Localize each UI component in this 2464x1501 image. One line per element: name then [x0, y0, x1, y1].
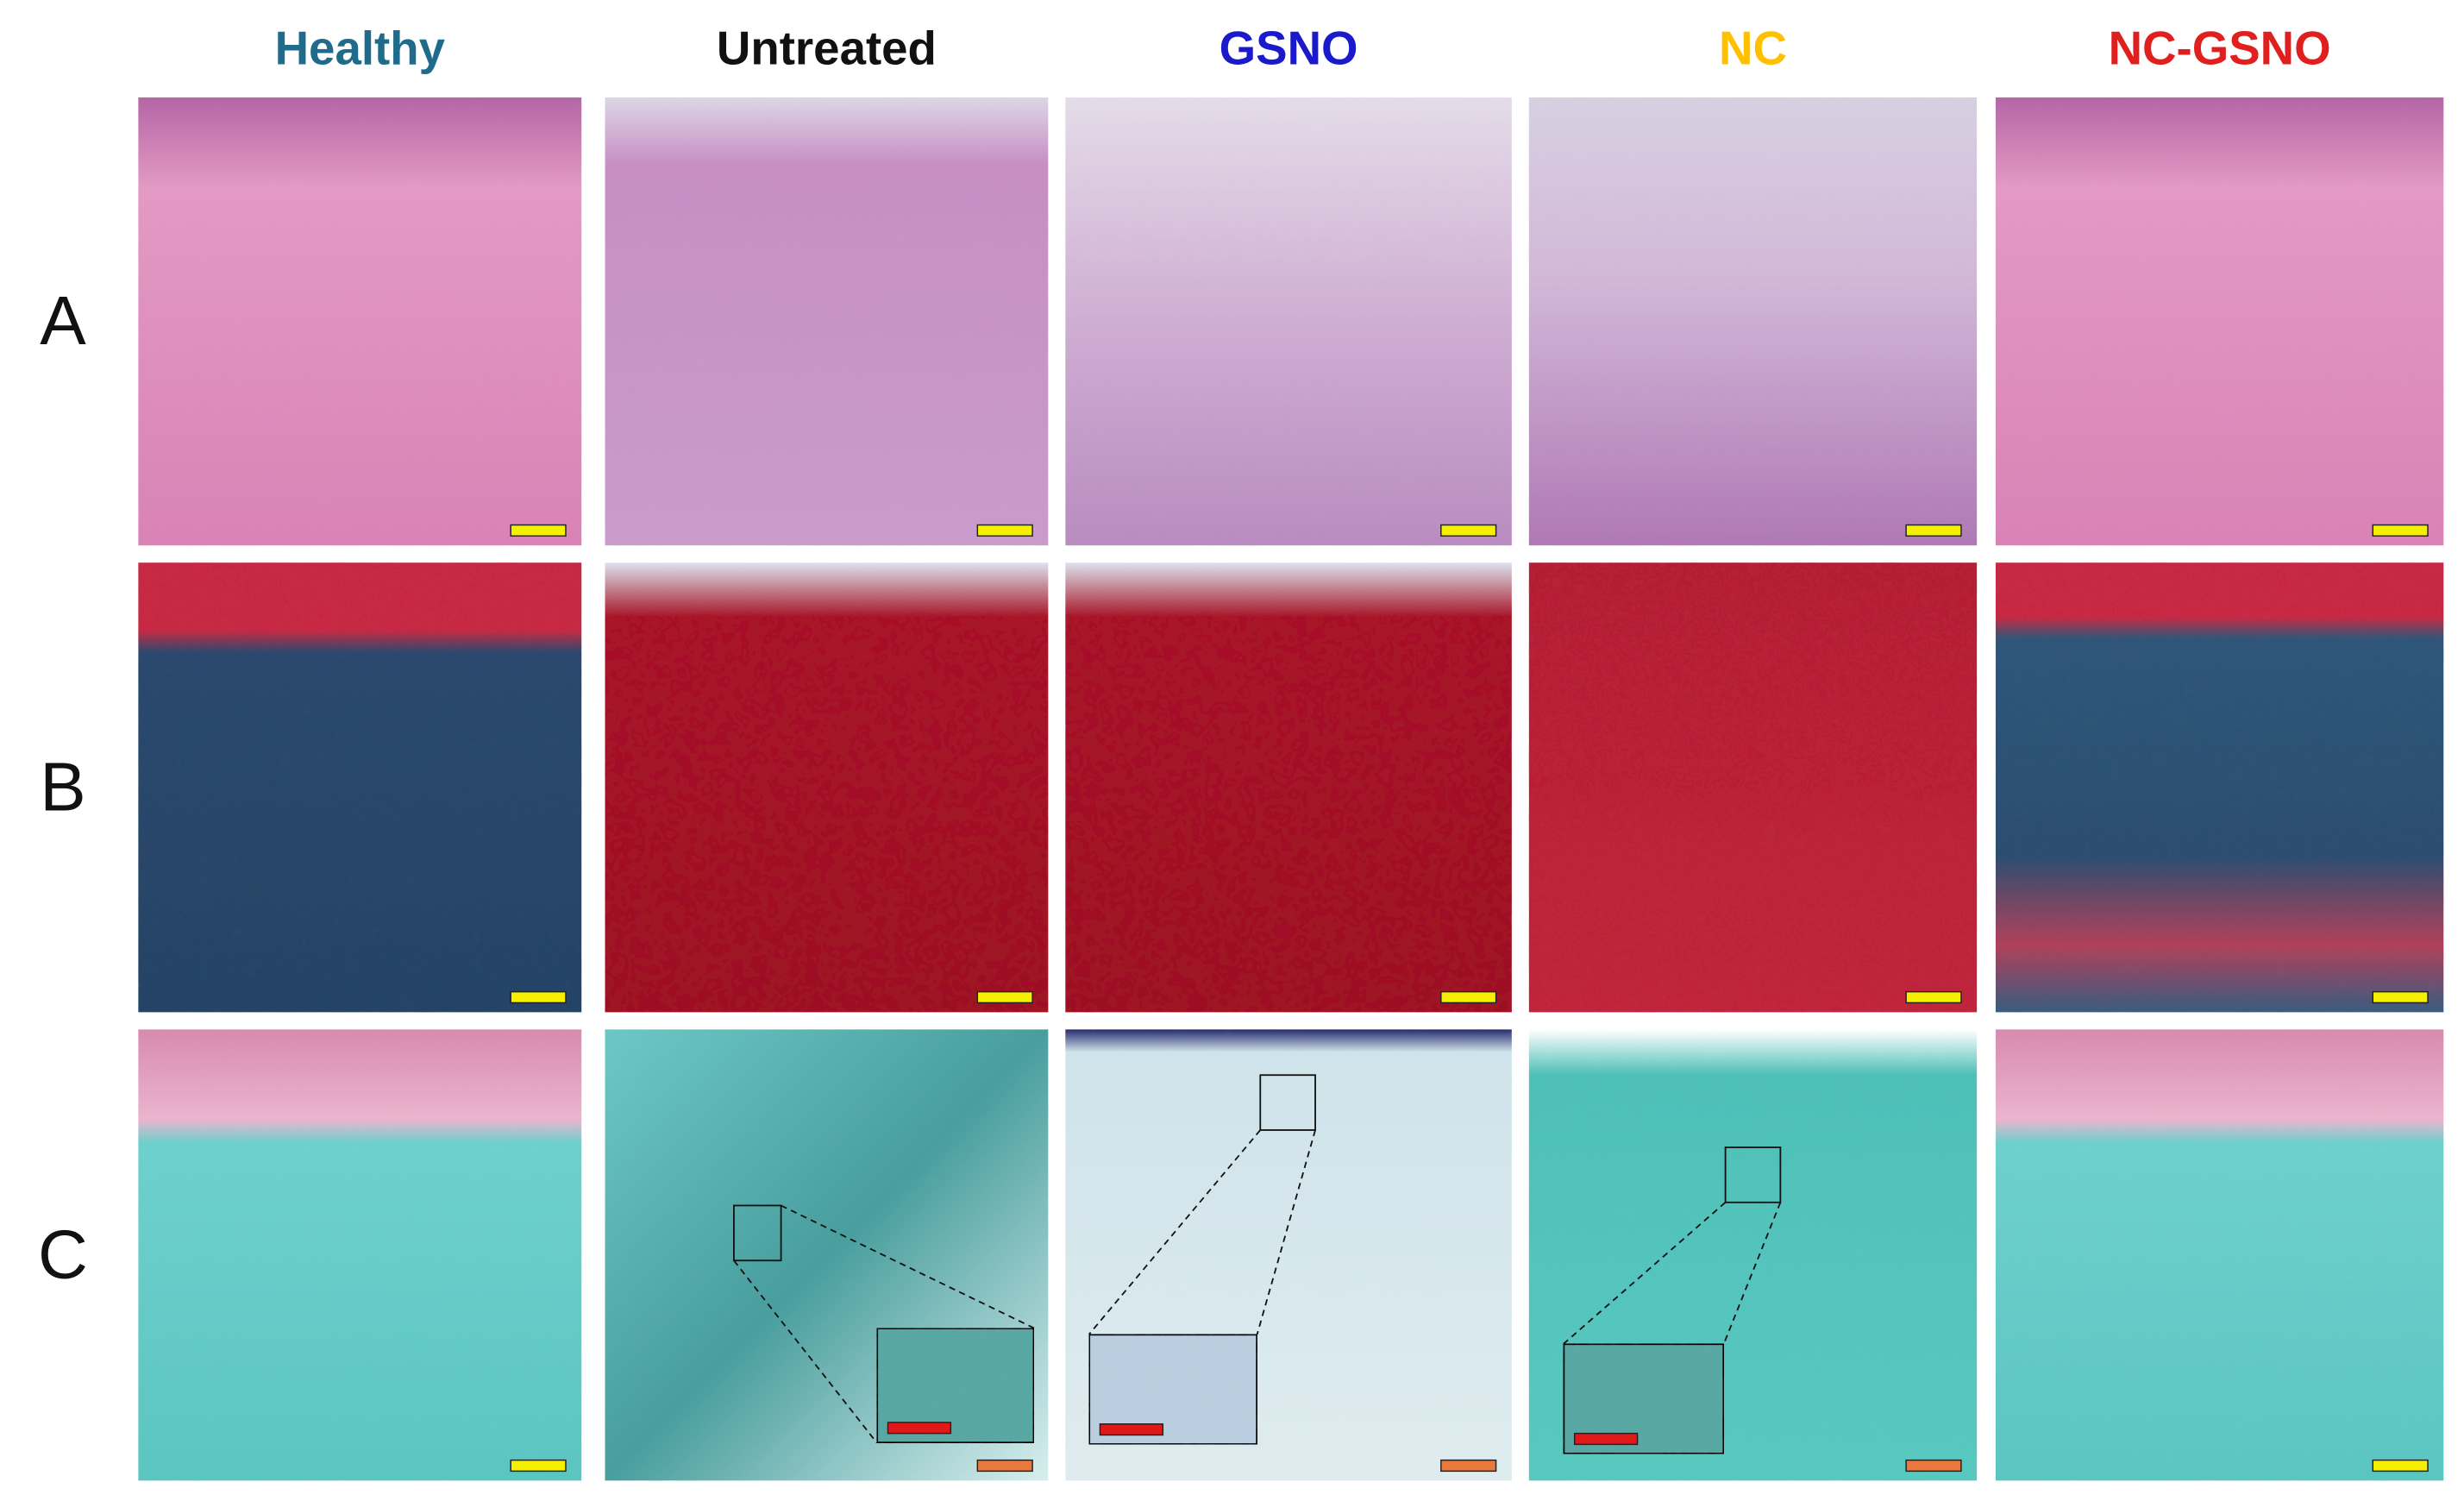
scale-bar — [1440, 990, 1497, 1004]
panels — [138, 97, 2444, 1481]
zoom-box — [733, 1204, 782, 1262]
inset-scale-bar — [1099, 1422, 1164, 1436]
scale-bar — [510, 524, 567, 537]
row-label: C — [38, 1215, 88, 1292]
micrograph — [1995, 1029, 2444, 1481]
inset-scale-bar — [1573, 1432, 1639, 1446]
micrograph — [1995, 97, 2444, 546]
column-header: NC — [1719, 22, 1787, 75]
micrograph — [138, 562, 582, 1013]
column-header: Healthy — [275, 22, 446, 75]
zoom-line — [1088, 1129, 1261, 1335]
scale-bar — [976, 990, 1033, 1004]
scale-bar — [510, 1459, 567, 1473]
scale-bar — [1440, 1459, 1497, 1473]
scale-bar — [1905, 1459, 1962, 1473]
column-header: Untreated — [717, 22, 937, 75]
zoom-box — [1724, 1146, 1782, 1203]
inset — [1562, 1342, 1726, 1455]
micrograph — [1528, 97, 1978, 546]
column-header: NC-GSNO — [2109, 22, 2331, 75]
micrograph — [138, 1029, 582, 1481]
inset — [1088, 1333, 1259, 1446]
row-labels: A B C — [38, 281, 88, 1292]
micrograph — [605, 562, 1049, 1013]
zoom-line — [1563, 1202, 1727, 1345]
micrograph — [1528, 562, 1978, 1013]
zoom-line — [1722, 1202, 1782, 1345]
zoom-box — [1259, 1074, 1316, 1131]
scale-bar — [1440, 524, 1497, 537]
zoom-line — [733, 1259, 878, 1444]
inset-scale-bar — [887, 1422, 952, 1435]
row-label: B — [40, 747, 85, 825]
row-label: A — [40, 281, 86, 359]
scale-bar — [510, 990, 567, 1004]
scale-bar — [2372, 1459, 2429, 1473]
zoom-line — [1256, 1129, 1316, 1335]
micrograph — [1065, 562, 1512, 1013]
micrograph — [1995, 562, 2444, 1013]
micrograph — [1065, 97, 1512, 546]
micrograph — [138, 97, 582, 546]
scale-bar — [1905, 990, 1962, 1004]
column-headers: Healthy Untreated GSNO NC NC-GSNO — [275, 22, 2331, 75]
scale-bar — [2372, 524, 2429, 537]
scale-bar — [976, 524, 1033, 537]
micrograph — [605, 97, 1049, 546]
zoom-line — [781, 1204, 1035, 1329]
scale-bar — [976, 1459, 1033, 1473]
column-header: GSNO — [1219, 22, 1358, 75]
scale-bar — [1905, 524, 1962, 537]
scale-bar — [2372, 990, 2429, 1004]
